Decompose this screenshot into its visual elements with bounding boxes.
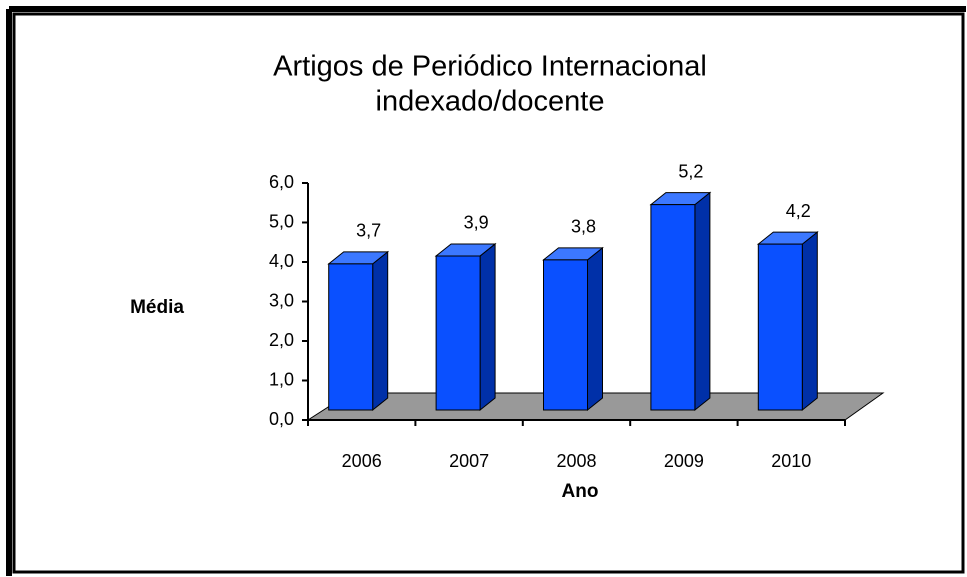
bar-side	[587, 246, 603, 412]
value-label: 3,7	[356, 221, 381, 241]
y-axis-title: Média	[130, 297, 184, 318]
y-tick-label: 0,0	[269, 409, 294, 429]
chart-title: indexado/docente	[376, 86, 605, 118]
bar-side	[372, 250, 389, 412]
bar	[756, 231, 819, 412]
bar-side	[801, 231, 818, 412]
value-label: 3,9	[464, 213, 489, 233]
bar	[327, 250, 390, 412]
bar	[542, 246, 604, 412]
y-tick-label: 3,0	[269, 290, 294, 310]
y-tick-label: 1,0	[269, 369, 294, 389]
chart-title: Artigos de Periódico Internacional	[273, 51, 707, 83]
y-tick-label: 5,0	[269, 211, 294, 231]
bar	[434, 242, 497, 412]
x-tick-label: 2007	[449, 451, 489, 471]
frame	[12, 12, 965, 574]
bar-side	[479, 242, 496, 412]
y-tick-label: 6,0	[269, 172, 294, 192]
bar-front	[650, 204, 696, 411]
bar-front	[757, 243, 803, 411]
bar-side	[694, 191, 711, 412]
value-label: 5,2	[678, 161, 703, 181]
x-tick-label: 2009	[664, 451, 704, 471]
x-tick-label: 2008	[556, 451, 596, 471]
value-label: 3,8	[571, 217, 596, 237]
bar-front	[543, 259, 588, 411]
bar-front	[328, 263, 374, 411]
bar	[649, 191, 712, 412]
x-tick-label: 2006	[342, 451, 382, 471]
y-tick-label: 2,0	[269, 330, 294, 350]
bar-front	[435, 255, 481, 411]
value-label: 4,2	[786, 201, 811, 221]
x-tick-label: 2010	[771, 451, 811, 471]
x-axis-title: Ano	[562, 481, 599, 502]
y-tick-label: 4,0	[269, 251, 294, 271]
